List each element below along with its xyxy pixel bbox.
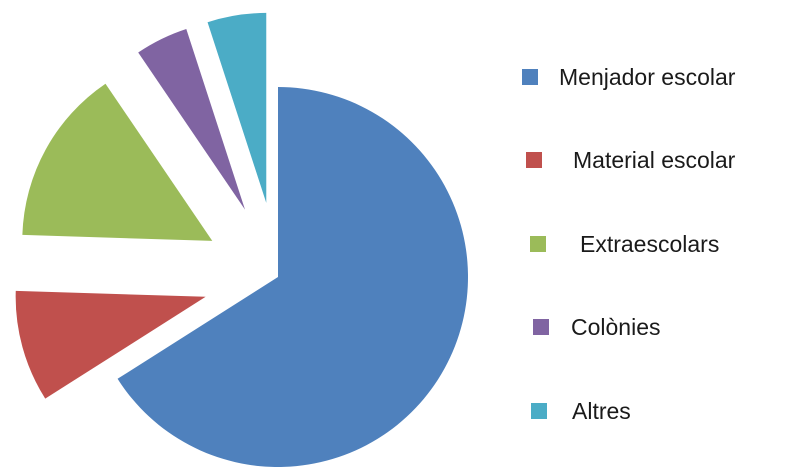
pie-slice-menjador bbox=[117, 87, 469, 468]
pie-slice-material bbox=[15, 290, 206, 399]
pie-slice-extraescolars bbox=[22, 83, 213, 241]
pie-slice-colonies bbox=[138, 28, 246, 210]
pie-slice-altres bbox=[207, 12, 267, 203]
